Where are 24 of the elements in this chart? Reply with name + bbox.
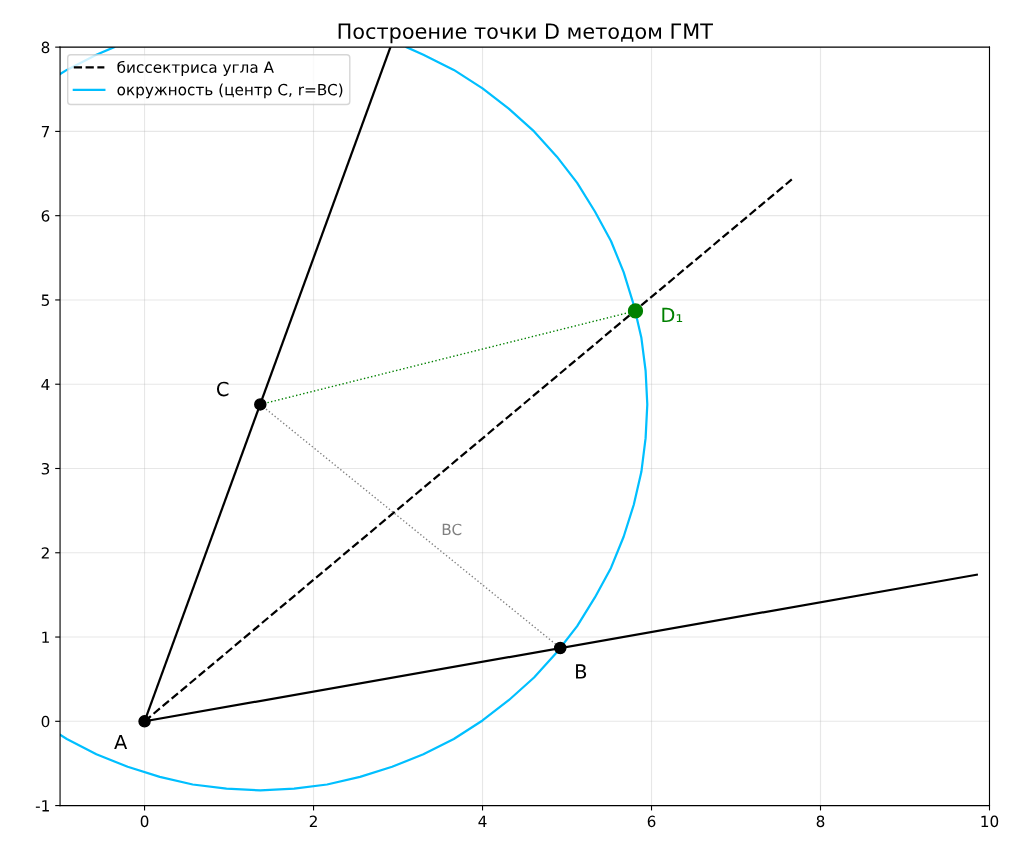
x-tick-label: 2 [309, 815, 317, 827]
y-tick-label: 0 [41, 715, 50, 728]
annotation: D₁ [662, 307, 683, 323]
legend-label: окружность (центр C, r=BC) [117, 83, 343, 99]
x-tick-label: 10 [981, 815, 999, 828]
annotation: A [114, 734, 128, 750]
x-tick-label: 4 [478, 815, 487, 827]
chart-title: Построение точки D методом ГМТ [338, 23, 713, 44]
annotation: C [216, 381, 229, 397]
y-tick-label: 1 [42, 631, 49, 643]
annotation: B [576, 664, 587, 679]
y-tick-label: 3 [41, 462, 50, 475]
x-tick-label: 6 [647, 815, 656, 828]
x-tick-label: 0 [140, 815, 149, 828]
y-tick-label: 5 [41, 294, 50, 306]
y-tick-label: 7 [41, 126, 50, 138]
annotation: BC [442, 523, 462, 536]
y-tick-label: 8 [41, 41, 50, 54]
y-tick-label: 2 [41, 547, 49, 559]
y-tick-label: 6 [41, 210, 50, 222]
y-tick-label: 4 [41, 378, 50, 391]
y-tick-label: -1 [35, 800, 49, 812]
legend-label: биссектриса угла A [117, 60, 274, 76]
x-tick-label: 8 [816, 815, 825, 828]
